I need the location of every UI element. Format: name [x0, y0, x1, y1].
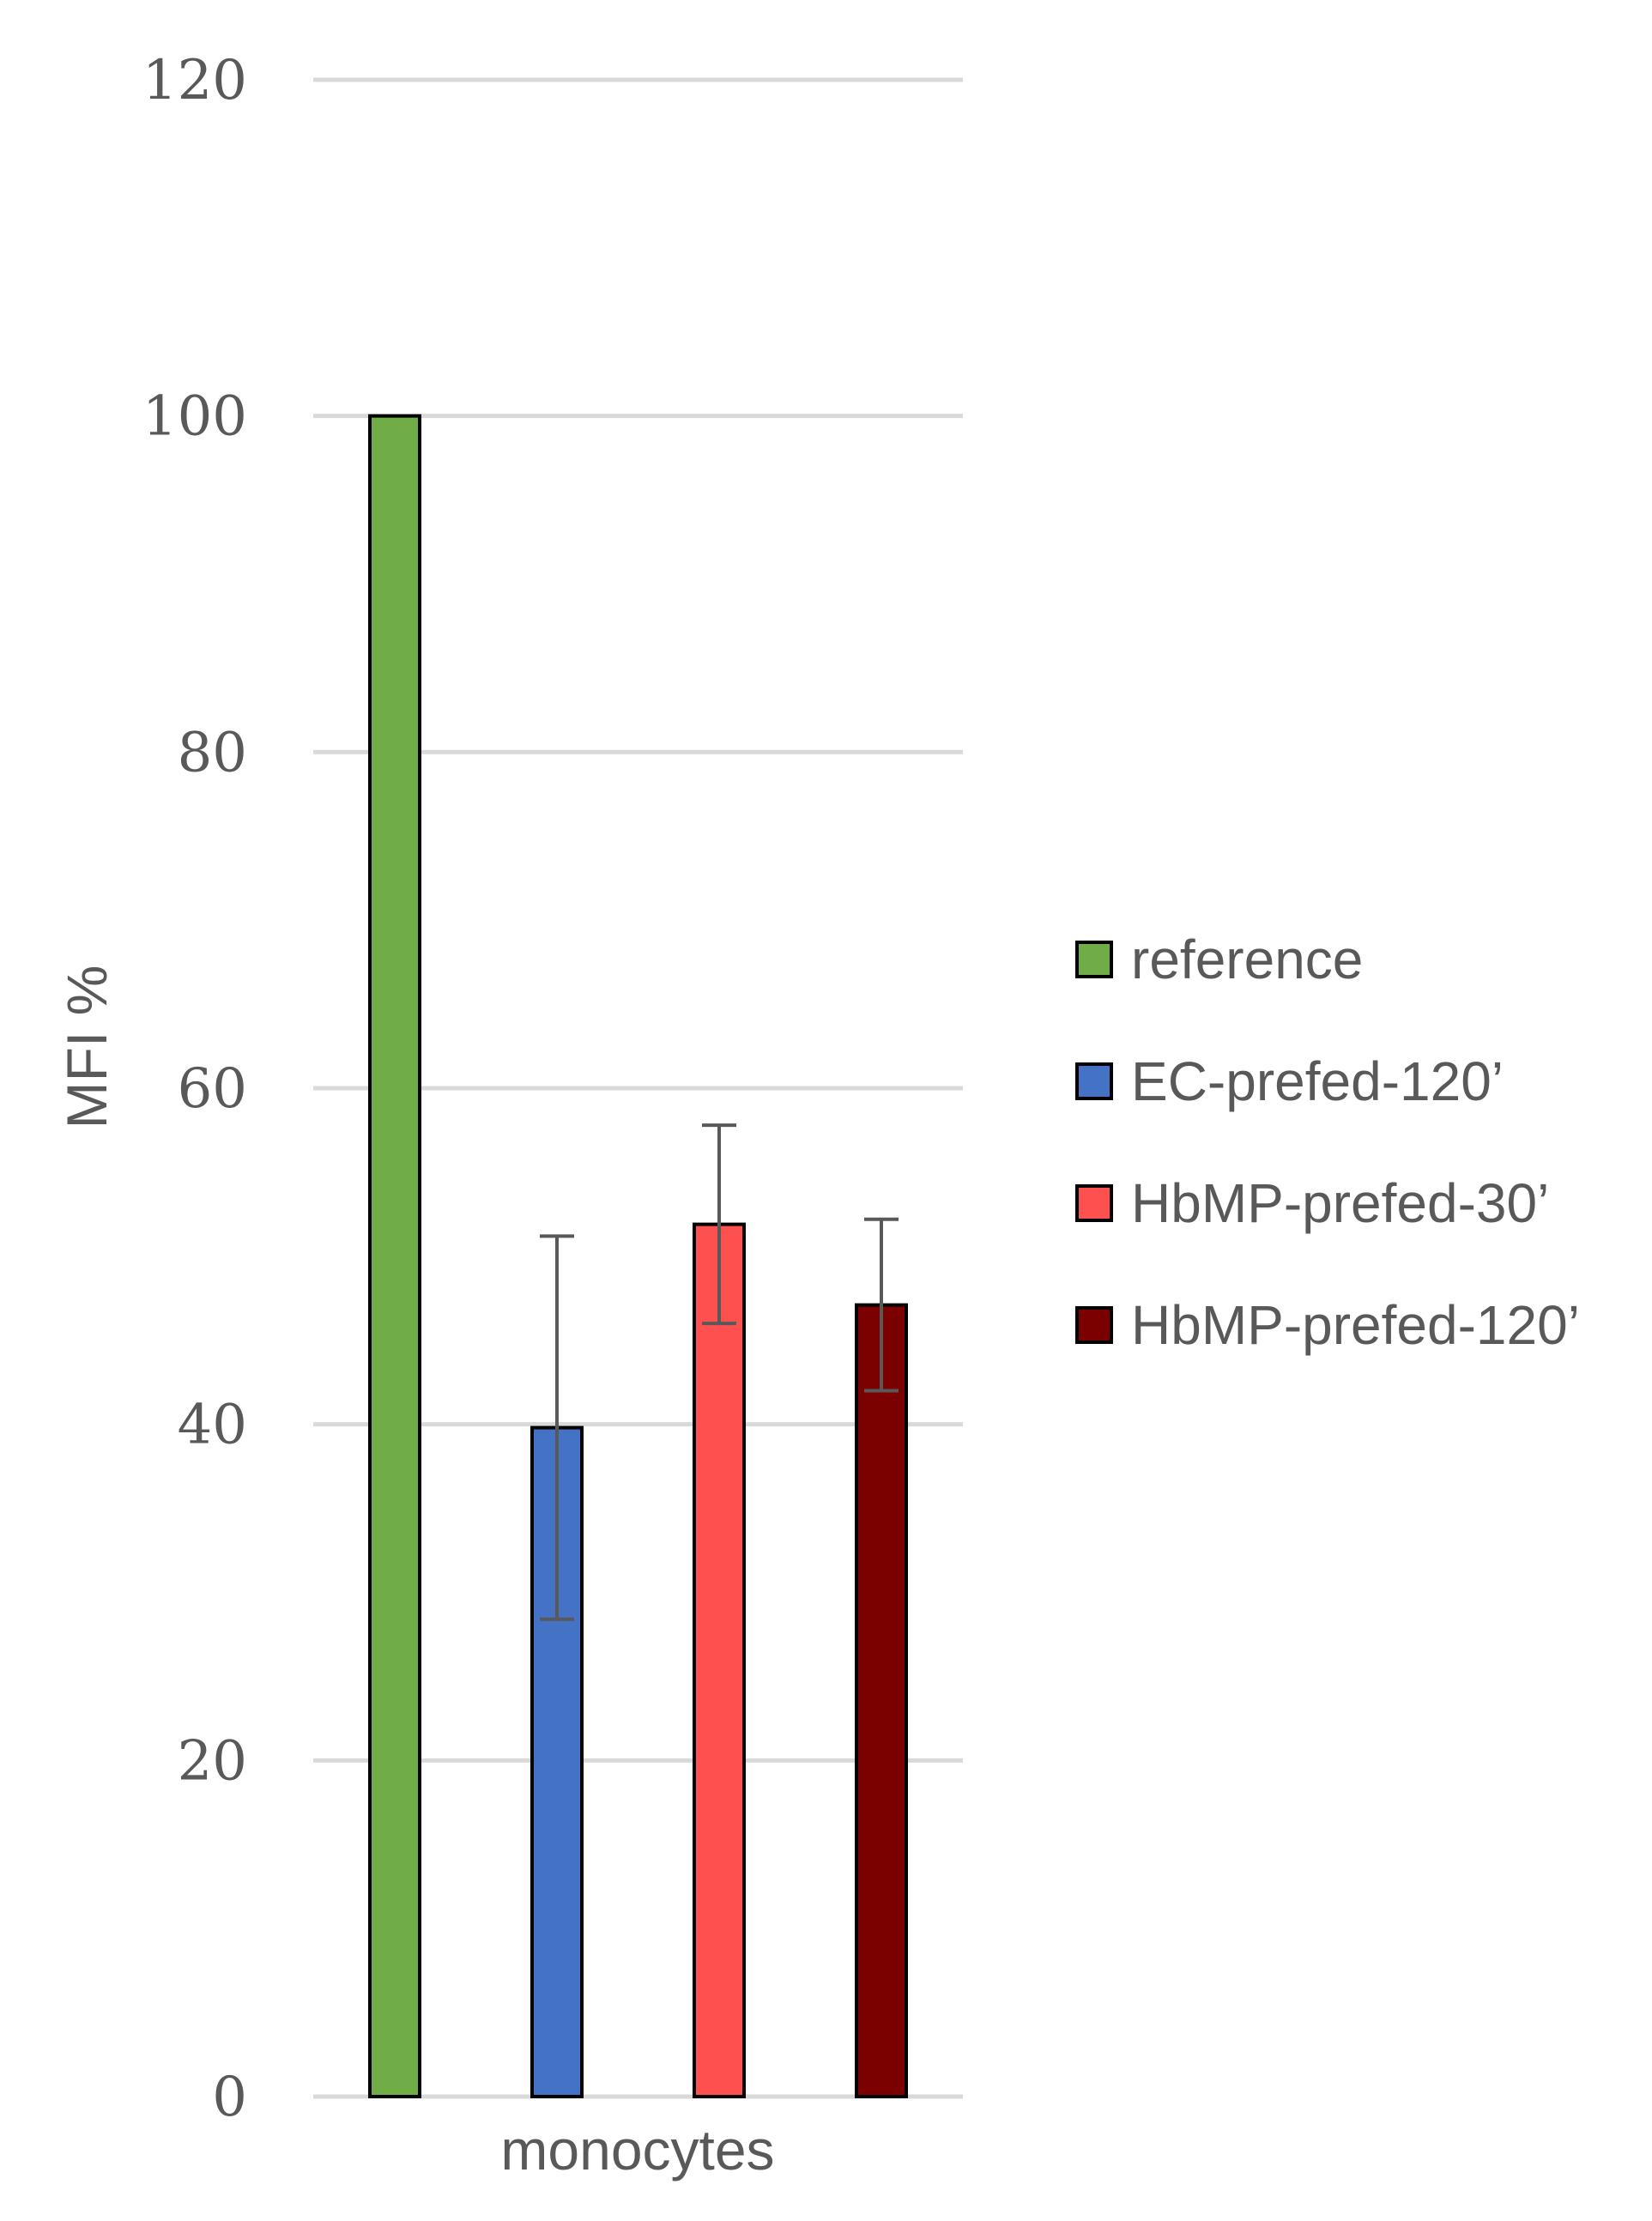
y-axis-ticks: 0 20 40 60 80 100 120 [142, 49, 247, 2129]
y-tick-label: 80 [178, 721, 247, 784]
bar [368, 414, 421, 2099]
error-bars [540, 1123, 899, 1621]
y-tick-label: 0 [212, 2066, 247, 2129]
y-tick-label: 120 [142, 49, 247, 112]
bars [368, 414, 908, 2099]
legend-label: HbMP-prefed-120’ [1131, 1294, 1580, 1356]
x-category-label: monocytes [500, 2118, 774, 2182]
legend-swatch [1075, 1062, 1113, 1100]
legend-swatch [1075, 941, 1113, 978]
legend-label: reference [1131, 929, 1363, 990]
legend-swatch [1075, 1306, 1113, 1344]
bar [693, 1222, 746, 2098]
y-tick-label: 20 [178, 1729, 247, 1793]
legend-swatch [1075, 1184, 1113, 1222]
y-axis-title: MFI % [55, 965, 118, 1129]
legend: reference EC-prefed-120’ HbMP-prefed-30’ Hb… [1075, 929, 1580, 1356]
legend-label: HbMP-prefed-30’ [1131, 1172, 1549, 1234]
y-tick-label: 40 [178, 1394, 247, 1457]
bar [855, 1303, 908, 2098]
y-tick-label: 100 [142, 385, 247, 449]
gridlines [313, 77, 963, 2099]
legend-label: EC-prefed-120’ [1131, 1050, 1504, 1112]
y-tick-label: 60 [178, 1057, 247, 1121]
